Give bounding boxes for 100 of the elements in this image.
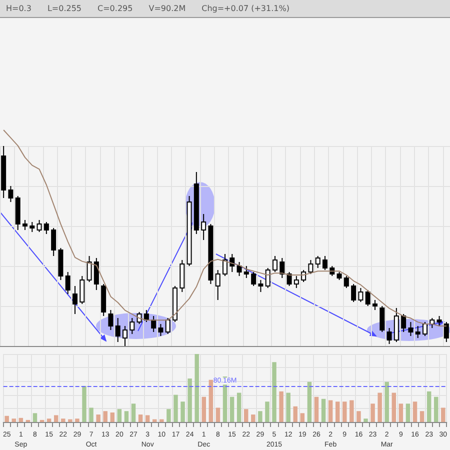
candlestick	[351, 284, 356, 302]
bar	[307, 382, 312, 422]
bar	[131, 404, 136, 422]
candlestick	[401, 314, 406, 332]
candlestick	[115, 318, 120, 342]
candlestick	[122, 326, 128, 346]
candlestick	[130, 318, 135, 334]
candlestick	[258, 280, 264, 292]
bar	[412, 402, 418, 422]
candlestick	[308, 260, 314, 274]
bar	[265, 402, 270, 422]
bar	[18, 418, 24, 422]
bar	[202, 396, 206, 422]
candlestick	[215, 270, 220, 300]
bar	[160, 419, 164, 422]
bar	[321, 398, 326, 422]
bar	[4, 416, 9, 422]
candlestick	[165, 318, 170, 334]
bar	[82, 386, 86, 422]
bar	[406, 404, 410, 422]
candlestick	[86, 256, 92, 282]
bar	[96, 414, 100, 422]
bar	[103, 411, 108, 422]
candlestick	[30, 222, 35, 232]
text: L=0.255	[47, 4, 82, 13]
bar	[110, 412, 115, 422]
bar	[138, 414, 143, 422]
bar	[12, 418, 16, 422]
bar	[61, 418, 66, 422]
bar	[279, 391, 284, 422]
bar	[335, 402, 340, 422]
bar	[75, 418, 80, 422]
candlestick	[44, 222, 49, 234]
candlestick	[358, 288, 364, 302]
candlestick	[380, 306, 385, 332]
candlestick	[8, 186, 14, 202]
bar	[188, 378, 192, 422]
text: Chg=+0.07 (+31.1%)	[202, 4, 290, 13]
candlestick	[436, 316, 442, 326]
bar	[392, 392, 396, 422]
bar	[272, 362, 276, 422]
bar	[216, 408, 220, 422]
candlestick	[365, 290, 370, 306]
candlestick	[201, 214, 206, 240]
candlestick	[151, 316, 156, 332]
bar	[370, 404, 375, 422]
text: H=0.3	[6, 4, 32, 13]
candlestick	[422, 322, 428, 336]
candlestick	[408, 322, 414, 336]
bar	[364, 418, 368, 422]
bar	[89, 408, 94, 422]
candlestick	[280, 258, 285, 278]
bar	[68, 419, 72, 422]
bar	[378, 392, 382, 422]
candlestick	[108, 310, 114, 330]
bar	[244, 409, 248, 422]
candlestick	[72, 286, 78, 314]
bar	[117, 409, 122, 422]
candlestick	[65, 272, 70, 294]
candlestick	[286, 272, 292, 286]
candlestick	[80, 276, 85, 304]
bar	[300, 413, 305, 422]
bar	[286, 392, 290, 422]
candlestick	[372, 300, 378, 310]
candlestick	[444, 322, 449, 342]
candlestick	[251, 272, 256, 286]
bar	[194, 354, 199, 422]
bar	[54, 415, 58, 422]
bar	[174, 394, 178, 422]
candlestick	[222, 254, 228, 276]
bar	[384, 382, 389, 422]
bar	[356, 411, 361, 422]
candlestick	[344, 276, 349, 288]
candlestick	[51, 228, 56, 256]
candlestick	[265, 268, 270, 288]
candlestick	[22, 220, 28, 230]
candlestick	[294, 276, 299, 288]
bar	[32, 413, 38, 422]
bar	[258, 411, 262, 422]
bar	[230, 396, 234, 422]
candlestick	[230, 254, 235, 272]
bar	[434, 396, 438, 422]
candlestick	[415, 326, 420, 338]
candlestick	[386, 328, 392, 344]
text: V=90.2M	[148, 4, 186, 13]
bar	[314, 396, 319, 422]
bar	[46, 418, 52, 422]
bar	[180, 402, 185, 422]
bar	[420, 411, 424, 422]
bar	[166, 409, 171, 422]
candlestick	[158, 324, 164, 336]
candlestick	[244, 266, 249, 278]
candlestick	[394, 308, 399, 342]
bar	[350, 400, 354, 422]
candlestick	[236, 262, 242, 276]
bar	[293, 406, 298, 422]
bar	[124, 411, 129, 422]
bar	[145, 415, 150, 422]
bar	[342, 402, 347, 422]
candlestick	[315, 256, 320, 268]
